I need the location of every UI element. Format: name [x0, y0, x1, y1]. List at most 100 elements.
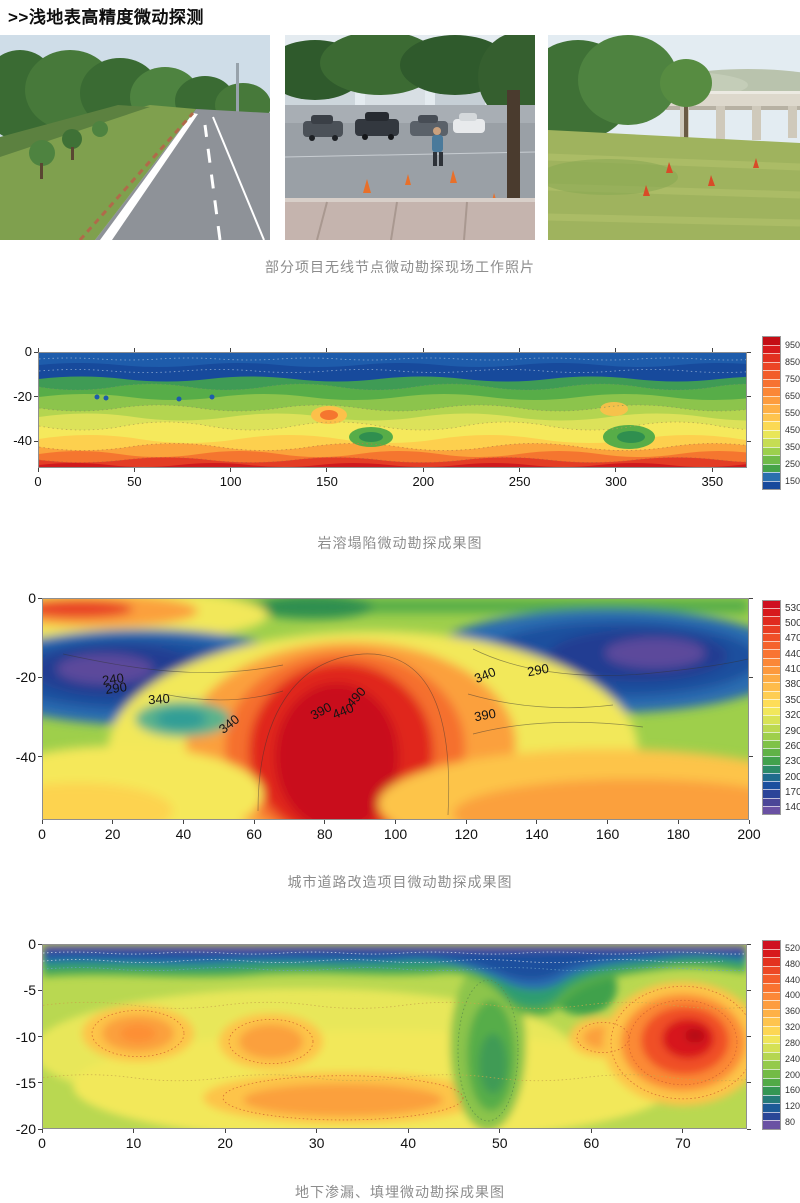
- x-tick-label: 120: [454, 826, 478, 842]
- page-title: >>浅地表高精度微动探测: [8, 8, 204, 27]
- field-photo-street: [285, 35, 535, 240]
- field-photo-riverside: [548, 35, 800, 240]
- colorbar-segment: [763, 772, 780, 782]
- roadside-photo-illustration: [0, 35, 270, 240]
- tick-mark: [41, 820, 43, 824]
- contour-value-label: 340: [147, 690, 170, 708]
- colorbar-segment: [763, 781, 780, 790]
- colorbar-label: 320: [785, 1022, 800, 1033]
- colorbar-label: 470: [785, 633, 800, 645]
- tick-mark: [519, 348, 521, 352]
- colorbar-segment: [763, 641, 780, 650]
- leakage-contour-field: [42, 944, 747, 1129]
- tick-mark: [34, 396, 38, 398]
- y-tick-label: -20: [13, 388, 32, 404]
- colorbar-label: 320: [785, 710, 800, 722]
- photos-caption: 部分项目无线节点微动勘探现场工作照片: [265, 259, 535, 275]
- x-tick-label: 40: [400, 1135, 416, 1151]
- y-tick-label: -15: [15, 1074, 36, 1091]
- tick-mark: [34, 351, 38, 353]
- colorbar-segment: [763, 941, 780, 949]
- tick-mark: [38, 676, 42, 678]
- tick-mark: [747, 1036, 751, 1037]
- colorbar-segment: [763, 404, 780, 413]
- tick-mark: [324, 820, 326, 824]
- colorbar-segment: [763, 1034, 780, 1044]
- x-tick-label: 100: [219, 474, 242, 489]
- colorbar-segment: [763, 608, 780, 617]
- colorbar-label: 160: [785, 1085, 800, 1096]
- colorbar-label: 140: [785, 802, 800, 814]
- colorbar-segment: [763, 438, 780, 447]
- colorbar-label: 950: [785, 339, 800, 350]
- tick-mark: [747, 351, 751, 353]
- contour-value-label: 290: [104, 678, 129, 697]
- colorbar-segment: [763, 1000, 780, 1009]
- y-tick-label: -5: [23, 982, 36, 999]
- colorbar-segment: [763, 361, 780, 370]
- colorbar-segment: [763, 764, 780, 773]
- colorbar-label: 280: [785, 1037, 800, 1048]
- colorbar-label: 250: [785, 459, 800, 470]
- colorbar-label: 350: [785, 442, 800, 453]
- x-tick-label: 200: [737, 826, 761, 842]
- tick-mark: [499, 1129, 501, 1133]
- x-tick-label: 30: [308, 1135, 325, 1151]
- x-tick-label: 40: [175, 826, 192, 842]
- colorbar-label: 520: [785, 942, 800, 953]
- field-photo-roadside: [0, 35, 270, 240]
- tick-mark: [749, 676, 753, 678]
- tick-mark: [711, 468, 713, 472]
- colorbar-segment: [763, 1103, 780, 1112]
- x-tick-label: 250: [508, 474, 531, 489]
- tick-mark: [747, 989, 751, 991]
- colorbar-segment: [763, 395, 780, 404]
- tick-mark: [38, 989, 42, 991]
- colorbar-segment: [763, 1111, 780, 1121]
- x-tick-label: 300: [605, 474, 627, 489]
- colorbar-label: 260: [785, 740, 800, 752]
- tick-mark: [253, 820, 255, 824]
- tick-mark: [230, 348, 232, 352]
- tick-mark: [590, 1129, 592, 1133]
- x-tick-label: 60: [583, 1135, 600, 1151]
- x-tick-label: 150: [316, 474, 338, 489]
- colorbar: [762, 600, 781, 815]
- y-tick-label: 0: [28, 590, 36, 606]
- tick-mark: [615, 348, 617, 352]
- colorbar-segment: [763, 1025, 780, 1035]
- colorbar-segment: [763, 707, 780, 716]
- colorbar-label: 120: [785, 1101, 800, 1112]
- tick-mark: [316, 1129, 318, 1133]
- contour-value-label: 290: [525, 660, 550, 679]
- colorbar-segment: [763, 982, 780, 992]
- colorbar-segment: [763, 748, 780, 757]
- colorbar-segment: [763, 1017, 780, 1026]
- colorbar-segment: [763, 991, 780, 1001]
- y-tick-label: -10: [15, 1028, 36, 1045]
- x-tick-label: 200: [412, 474, 435, 489]
- colorbar-label: 440: [785, 648, 800, 660]
- colorbar-segment: [763, 387, 780, 396]
- colorbar-segment: [763, 690, 780, 699]
- colorbar-label: 200: [785, 1069, 800, 1080]
- colorbar-segment: [763, 1043, 780, 1052]
- tick-mark: [38, 597, 42, 599]
- x-tick-label: 20: [217, 1135, 233, 1151]
- tick-mark: [37, 348, 39, 352]
- road-contour-field: [42, 598, 749, 820]
- y-tick-label: 0: [28, 936, 36, 952]
- tick-mark: [395, 820, 396, 824]
- tick-mark: [224, 1129, 226, 1133]
- colorbar-label: 500: [785, 618, 800, 630]
- colorbar-segment: [763, 378, 780, 387]
- colorbar: [762, 336, 781, 490]
- x-tick-label: 60: [246, 826, 262, 842]
- x-tick-label: 0: [34, 474, 42, 489]
- tick-mark: [112, 820, 114, 824]
- colorbar-segment: [763, 1060, 780, 1069]
- y-tick-label: 0: [24, 344, 32, 359]
- contour-field-svg: [39, 353, 746, 467]
- colorbar-segment: [763, 472, 780, 481]
- tick-mark: [133, 468, 135, 472]
